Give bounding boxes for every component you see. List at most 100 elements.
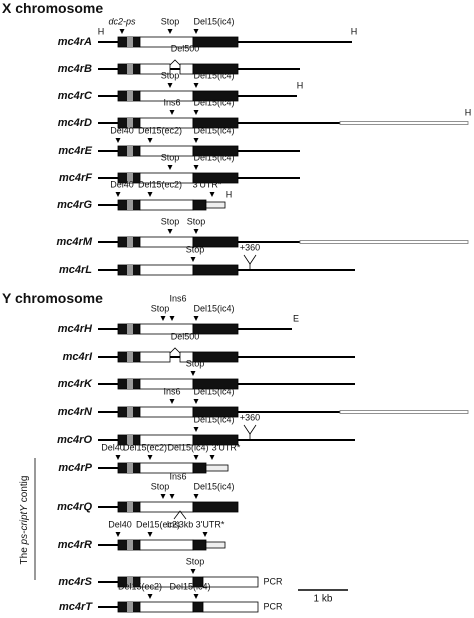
marker <box>169 316 175 321</box>
gray-block <box>127 91 133 101</box>
exon-box <box>192 172 239 184</box>
gray-block <box>127 379 133 389</box>
gene-label: mc4rN <box>58 406 93 418</box>
marker <box>193 494 199 499</box>
gray-block <box>127 37 133 47</box>
annotation: Del15(ic4) <box>193 303 234 313</box>
gene-label: mc4rH <box>58 323 93 335</box>
annotation: Stop <box>187 216 206 226</box>
gene-label: mc4rE <box>58 145 92 157</box>
marker <box>147 192 153 197</box>
marker <box>193 110 199 115</box>
gray-block <box>127 118 133 128</box>
marker <box>209 192 215 197</box>
annotation: Stop <box>151 303 170 313</box>
annotation: Ins3kb <box>167 519 194 529</box>
annotation: Del15(ic4) <box>167 442 208 452</box>
annotation: Del15(ic4) <box>193 386 234 396</box>
exon-box <box>139 264 194 276</box>
insertion <box>243 424 257 435</box>
marker <box>147 455 153 460</box>
marker <box>193 399 199 404</box>
annotation: Del15(ic4) <box>193 152 234 162</box>
exon-box <box>192 36 239 48</box>
gene-label: mc4rI <box>63 351 93 363</box>
annotation: Ins6 <box>163 97 180 107</box>
marker <box>115 455 121 460</box>
marker <box>193 594 199 599</box>
marker <box>209 455 215 460</box>
scale-label: 1 kb <box>314 594 333 605</box>
exon-box <box>205 201 226 209</box>
marker <box>160 494 166 499</box>
marker <box>119 29 125 34</box>
gray-block <box>127 540 133 550</box>
insertion <box>243 254 257 265</box>
exon-box <box>192 539 207 551</box>
annotation: Ins6 <box>169 471 186 481</box>
gray-block <box>127 463 133 473</box>
annotation: dc2-ps <box>108 16 136 26</box>
gene-label: mc4rP <box>58 462 92 474</box>
exon-box <box>202 601 259 613</box>
gene-label: mc4rT <box>59 601 93 613</box>
exon-box <box>192 462 207 474</box>
marker <box>115 138 121 143</box>
exon-box <box>139 601 194 613</box>
annotation: Del15(ic4) <box>193 97 234 107</box>
marker <box>160 316 166 321</box>
annotation: PCR <box>263 576 283 586</box>
marker <box>190 569 196 574</box>
gene-label: mc4rO <box>57 434 92 446</box>
annotation: Stop <box>161 216 180 226</box>
annotation: 3'UTR* <box>193 179 222 189</box>
annotation: 3'UTR* <box>212 442 241 452</box>
exon-box <box>192 351 239 363</box>
exon-box <box>192 601 204 613</box>
annotation: Stop <box>186 244 205 254</box>
annotation: Del15(ic4) <box>169 581 210 591</box>
annotation: Stop <box>161 16 180 26</box>
annotation: Del15(ec2) <box>123 442 167 452</box>
marker <box>167 165 173 170</box>
marker <box>115 192 121 197</box>
marker <box>147 532 153 537</box>
exon-box <box>139 63 171 75</box>
exon-box <box>192 434 239 446</box>
annotation: Del15(ic4) <box>193 70 234 80</box>
gray-block <box>127 324 133 334</box>
gene-label: mc4rM <box>57 236 93 248</box>
annotation: Ins6 <box>169 293 186 303</box>
gray-block <box>127 602 133 612</box>
exon-box <box>192 501 239 513</box>
annotation: H <box>226 189 233 199</box>
marker <box>202 532 208 537</box>
annotation: Del500 <box>171 43 200 53</box>
gray-block <box>127 173 133 183</box>
exon-box <box>139 539 194 551</box>
annotation: +360 <box>240 412 260 422</box>
marker <box>169 399 175 404</box>
exon-box <box>139 351 171 363</box>
annotation: H <box>297 80 304 90</box>
gray-block <box>127 146 133 156</box>
annotation: Del15(ec2) <box>118 581 162 591</box>
annotation: Del15(ic4) <box>193 481 234 491</box>
annotation: H <box>351 26 358 36</box>
marker <box>169 494 175 499</box>
exon-box <box>139 199 194 211</box>
extension <box>339 121 469 125</box>
annotation: Del15(ic4) <box>193 414 234 424</box>
exon-box <box>179 63 194 75</box>
section-title: X chromosome <box>2 0 103 16</box>
gene-label: mc4rG <box>57 199 92 211</box>
gene-label: mc4rF <box>59 172 92 184</box>
annotation: H <box>465 107 472 117</box>
annotation: Del40 <box>110 125 134 135</box>
marker <box>193 455 199 460</box>
gene-label: mc4rS <box>58 576 92 588</box>
gray-block <box>127 577 133 587</box>
exon-box <box>192 199 207 211</box>
exon-box <box>192 236 239 248</box>
